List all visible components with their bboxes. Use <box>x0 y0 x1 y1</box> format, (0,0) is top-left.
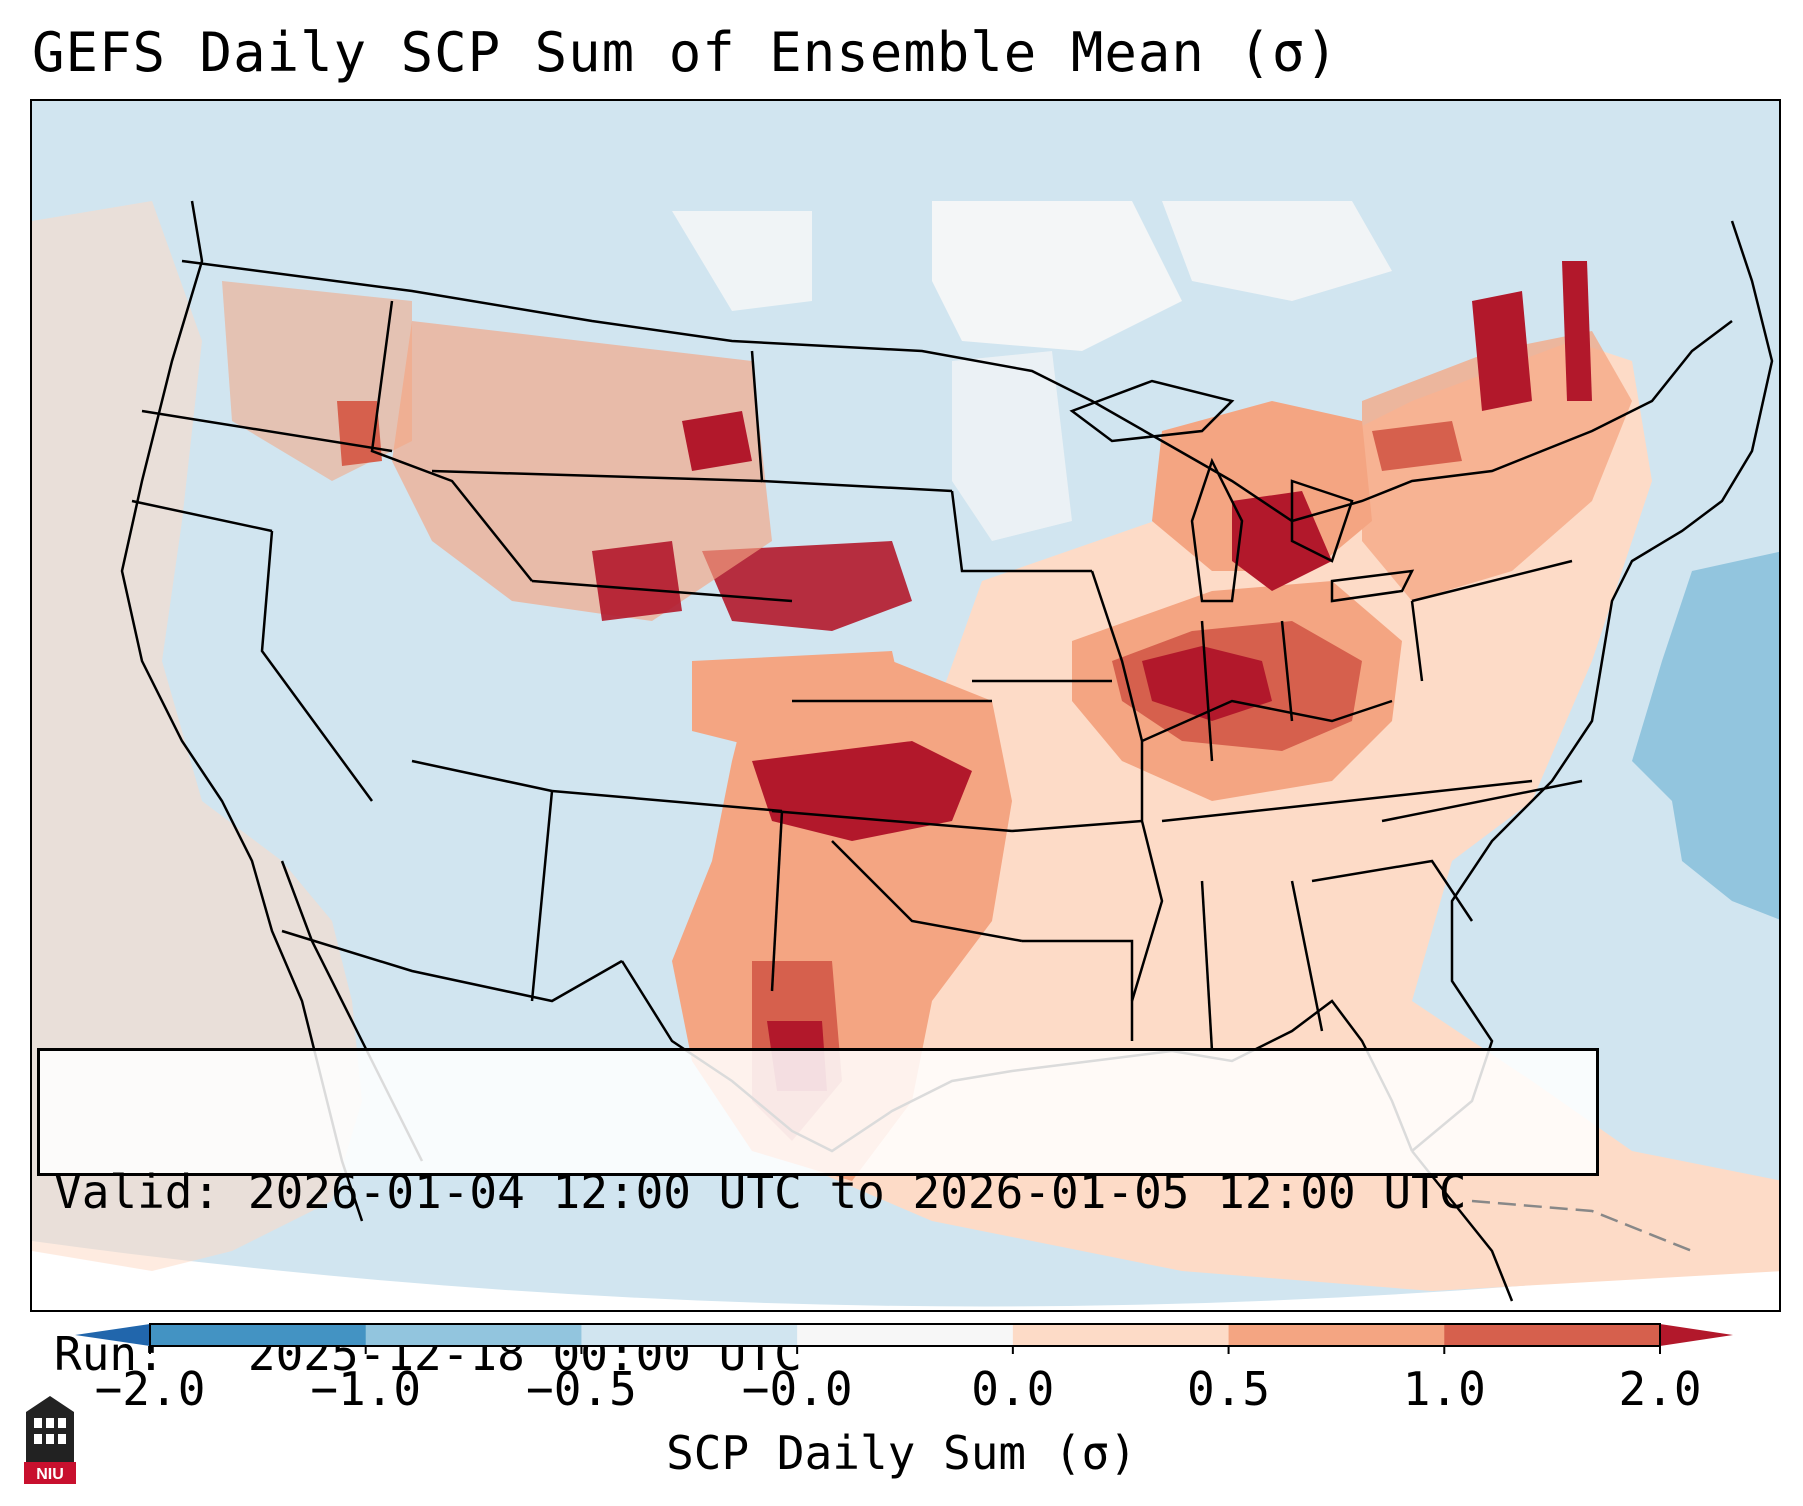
border-al-ga <box>1290 880 1324 1032</box>
field-quebec-streak-2 <box>1562 261 1592 401</box>
border-il-in <box>1200 620 1214 762</box>
colorbar-tick-label: −0.5 <box>526 1362 637 1416</box>
canada-border <box>181 259 1733 523</box>
mexico-border <box>281 929 623 1003</box>
border-va-nc <box>1381 779 1583 823</box>
colorbar-bin <box>797 1324 1014 1346</box>
field-canada-white-3 <box>672 211 812 311</box>
cuba <box>1471 1199 1693 1253</box>
border-dakotas <box>750 350 953 493</box>
border-id <box>370 300 533 582</box>
colorbar-bin <box>1012 1324 1230 1346</box>
logo-badge <box>24 1462 76 1484</box>
border-nm-tx <box>770 810 784 992</box>
border-co-nm <box>551 789 783 813</box>
map-title: GEFS Daily SCP Sum of Ensemble Mean (σ) <box>32 21 1339 84</box>
field-atlantic-negative <box>1632 551 1779 920</box>
field-quebec-streak-1 <box>1472 291 1532 411</box>
colorbar-ticks <box>149 1346 1661 1354</box>
field-rockies-medium <box>392 321 772 621</box>
mississippi-river <box>1090 570 1164 1002</box>
border-mn-ia <box>950 490 1092 573</box>
border-tn-ky <box>1161 779 1533 823</box>
logo-text: NIU <box>36 1466 64 1483</box>
border-ga-sc <box>1311 859 1474 922</box>
colorbar-tick-label: −2.0 <box>94 1362 206 1416</box>
field-pacific-positive <box>32 201 362 1271</box>
colorbar-bins <box>150 1324 1661 1346</box>
projection-edge <box>32 1241 1779 1310</box>
colorbar-tick-label: 1.0 <box>1402 1362 1486 1416</box>
colorbar-tick-label: 0.0 <box>971 1362 1055 1416</box>
colorbar-tick-label: −1.0 <box>310 1362 422 1416</box>
lake-erie <box>1330 569 1415 603</box>
border-ms-al <box>1200 880 1214 1052</box>
field-canada-white-2 <box>1162 201 1392 301</box>
colorbar-bin <box>365 1324 582 1346</box>
colorbar-bin <box>150 1324 367 1346</box>
colorbar-tick-label: 2.0 <box>1618 1362 1702 1416</box>
colorbar-tick-label: 0.5 <box>1187 1362 1271 1416</box>
colorbar-under-arrow <box>75 1324 150 1346</box>
colorbar-bin <box>1444 1324 1661 1346</box>
colorbar-over-arrow <box>1660 1324 1733 1346</box>
lake-superior <box>1069 379 1235 443</box>
border-or-ca <box>131 499 273 533</box>
valid-value: 2026-01-04 12:00 UTC to 2026-01-05 12:00… <box>247 1165 1467 1219</box>
border-mt-wy <box>431 469 763 483</box>
colorbar <box>75 1323 1733 1354</box>
florida <box>1411 1150 1514 1302</box>
colorbar-label: SCP Daily Sum (σ) <box>666 1426 1137 1480</box>
field-oklahoma-dark <box>752 741 972 841</box>
border-oh-river <box>1141 699 1393 743</box>
field-nebraska-dark <box>702 541 912 631</box>
valid-label: Valid: <box>54 1165 221 1219</box>
border-mo-ar <box>1011 819 1143 833</box>
field-oregon-strong <box>337 401 382 466</box>
border-wa-or <box>141 409 393 453</box>
niu-logo: NIU <box>24 1396 76 1484</box>
border-ks-ok <box>771 809 1013 833</box>
lake-michigan <box>1190 457 1244 603</box>
colorbar-frame <box>149 1323 1661 1347</box>
field-dakota-white <box>952 351 1072 541</box>
border-ut-az <box>411 759 553 793</box>
border-pa-ny <box>1411 559 1573 603</box>
colorbar-tick-label: −0.0 <box>741 1362 853 1416</box>
valid-line: Valid: 2026-01-04 12:00 UTC to 2026-01-0… <box>54 1165 1596 1219</box>
field-wyoming-dark <box>592 541 682 621</box>
field-quebec-streak-3 <box>1372 421 1462 471</box>
colorbar-bin <box>581 1324 798 1346</box>
east-coast <box>1411 220 1774 1152</box>
boundaries <box>120 200 1774 1302</box>
border-az-nm <box>530 790 554 1002</box>
border-ar-la <box>1022 939 1134 1041</box>
valid-run-box: Valid: 2026-01-04 12:00 UTC to 2026-01-0… <box>37 1048 1599 1381</box>
field-montana-dark <box>682 411 752 471</box>
border-ca-nv <box>260 530 374 802</box>
lake-huron <box>1290 479 1354 563</box>
colorbar-bin <box>1228 1324 1445 1346</box>
field-northeast <box>1362 331 1632 601</box>
field-canada-white-1 <box>932 201 1182 351</box>
border-ok-tx <box>831 840 1023 943</box>
border-pa-oh <box>1410 600 1424 682</box>
border-wy-co <box>531 579 793 603</box>
border-in-oh <box>1280 620 1294 722</box>
